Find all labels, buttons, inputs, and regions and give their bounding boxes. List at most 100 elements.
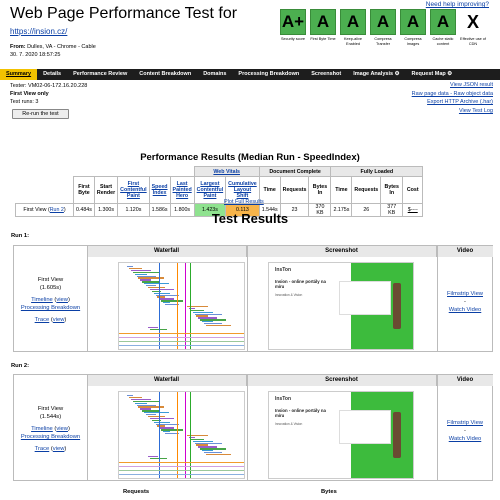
perf-column-header: Cost [402,176,424,204]
nav-tab[interactable]: Content Breakdown [139,71,192,77]
test-runs: Test runs: 3 [10,99,39,105]
nav-tab[interactable]: Performance Review [73,71,128,77]
waterfall-bar [186,305,208,308]
waterfall-bar [130,398,151,401]
need-help-link[interactable]: Need help improving? [425,1,489,8]
waterfall-bar [188,436,195,439]
waterfall-bar [151,290,161,293]
web-vitals-group: Web Vitals [193,166,260,177]
grade-label: Keep-alive Enabled [344,37,362,46]
waterfall-bar [192,440,213,442]
first-view-text: First View [37,406,64,412]
trace-link[interactable]: Trace [34,317,50,323]
site-subtitle: Innovation & Vision [275,422,303,426]
timeline-link[interactable]: Timeline [31,297,53,303]
perf-value: 1.120s [117,203,150,217]
metric-link[interactable]: Largest Contentful Paint [196,181,224,199]
waterfall-bar [198,317,218,319]
waterfall-bar [190,309,204,312]
screenshot-thumbnail[interactable]: InsTon Insion - online portály na míru Inn… [268,391,414,479]
trace-view-link[interactable]: view [52,446,65,452]
waterfall-bar [198,446,218,448]
nav-tab[interactable]: Details [43,71,62,77]
grade-item[interactable]: A Cache static content [430,9,456,46]
tested-url-link[interactable]: https://insion.cz/ [10,27,68,36]
export-har-link[interactable]: Export HTTP Archive (.har) [427,99,493,105]
tester-info: Tester: VM02-06-172.16.20.228 [10,83,88,89]
nav-tab[interactable]: Screenshot [311,71,342,77]
trace-link[interactable]: Trace [34,446,50,452]
fully-loaded-group: Fully Loaded [330,166,424,177]
waterfall-bar [130,269,151,272]
grade-item[interactable]: A Keep-alive Enabled [340,9,366,46]
waterfall-thumbnail[interactable] [118,262,245,350]
metric-link[interactable]: Speed Index [151,184,168,196]
row-label-end: ) [63,207,66,213]
metric-link[interactable]: Cumulative Layout Shift [228,181,257,199]
filmstrip-link[interactable]: Filmstrip View [447,291,483,297]
timeline-view-link[interactable]: view [56,426,68,432]
timeline-link[interactable]: Timeline [31,426,53,432]
waterfall-marker [177,392,178,478]
waterfall-graph-row [119,462,244,463]
grade-label: Cache static content [432,37,454,46]
grade-label: Compress Transfer [374,37,392,46]
view-json-link[interactable]: View JSON result [450,82,493,88]
results-nav: Summary Details Performance Review Content … [0,69,500,80]
nav-tab[interactable]: Domains [203,71,227,77]
run-time: (1.544s) [39,414,62,420]
waterfall-header: Waterfall [87,375,247,386]
timeline-view-link[interactable]: view [56,297,68,303]
nav-tab[interactable]: Summary [0,69,38,80]
waterfall-bar [147,326,158,329]
waterfall-bar [140,279,152,281]
watch-video-link[interactable]: Watch Video [448,436,482,442]
watch-video-link[interactable]: Watch Video [448,307,482,313]
metric-link[interactable]: First Contentful Paint [120,181,147,199]
nav-tab[interactable]: Image Analysis ⚙ [353,71,400,77]
grade-item[interactable]: A+ Security score [280,9,306,46]
metric-link[interactable]: Last Painted Hero [172,181,192,199]
run-2-link[interactable]: Run 2 [49,207,64,213]
first-view-label: First View ( [23,207,50,213]
rerun-test-button[interactable]: Re-run the test [12,109,69,119]
waterfall-bar [136,404,156,406]
grade-item[interactable]: A Compress Transfer [370,9,396,46]
grade-item[interactable]: A First Byte Time [310,9,336,46]
first-view-only: First View only [10,91,49,97]
perf-column-header: Requests [279,176,310,204]
waterfall-graph-row [119,337,244,338]
processing-breakdown-link[interactable]: Processing Breakdown [20,434,81,440]
raw-data-link[interactable]: Raw page data - Raw object data [411,91,493,97]
perf-value[interactable]: $---- [402,203,424,217]
nav-tab[interactable]: Processing Breakdown [238,71,300,77]
monitor-illustration [339,281,391,315]
grade-label: First Byte Time [310,37,336,41]
processing-breakdown-link[interactable]: Processing Breakdown [20,305,81,311]
filmstrip-link[interactable]: Filmstrip View [447,420,483,426]
view-test-log-link[interactable]: View Test Log [458,108,493,114]
trace-view-link[interactable]: view [52,317,65,323]
grade-bar: A+ Security score A First Byte Time A Keep-al… [280,9,486,46]
waterfall-bar [202,321,214,323]
waterfall-bar [128,267,142,270]
perf-value: 1.544s [258,203,281,217]
waterfall-thumbnail[interactable] [118,391,245,479]
waterfall-bar [149,417,174,420]
plot-full-results-link[interactable]: Plot Full Results [224,199,264,205]
performance-table: Web Vitals Document Complete Fully Loade… [15,166,424,217]
waterfall-bar [159,298,175,300]
person-illustration [393,283,401,329]
run-1-table: Waterfall Screenshot Video First View (1.605… [13,245,493,352]
waterfall-bar [147,286,165,289]
waterfall-bar [127,266,133,268]
screenshot-thumbnail[interactable]: InsTon Insion - online portály na míru Inn… [268,262,414,350]
waterfall-bar [165,433,179,435]
perf-column-header: Bytes In [380,176,404,204]
grade-item[interactable]: X Effective use of CDN [460,9,486,46]
grade-item[interactable]: A Compress Images [400,9,426,46]
waterfall-bar [132,271,160,274]
waterfall-graph-row [119,466,244,467]
nav-tab[interactable]: Request Map ⚙ [411,71,453,77]
waterfall-bar [157,296,166,298]
